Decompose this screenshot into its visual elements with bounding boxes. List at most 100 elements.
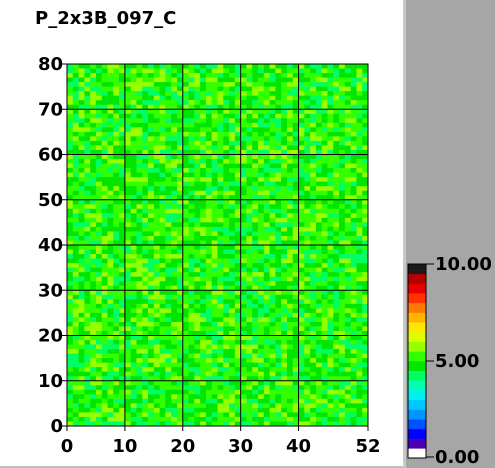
heatmap-cell — [188, 317, 195, 323]
heatmap-cell — [194, 421, 201, 427]
heatmap-cell — [130, 330, 137, 336]
heatmap-cell — [223, 353, 230, 359]
heatmap-cell — [78, 145, 85, 151]
heatmap-cell — [362, 149, 369, 155]
heatmap-cell — [223, 245, 230, 250]
heatmap-cell — [159, 245, 166, 250]
heatmap-cell — [67, 303, 74, 309]
heatmap-cell — [304, 294, 311, 300]
heatmap-cell — [176, 190, 184, 196]
heatmap-cell — [356, 385, 363, 391]
heatmap-cell — [246, 154, 253, 160]
heatmap-cell — [78, 380, 85, 386]
heatmap-cell — [90, 245, 97, 250]
heatmap-cell — [333, 91, 340, 97]
heatmap-cell — [356, 172, 363, 178]
heatmap-cell — [339, 217, 346, 223]
heatmap-cell — [124, 73, 132, 78]
heatmap-cell — [246, 326, 253, 332]
heatmap-cell — [229, 217, 236, 223]
heatmap-cell — [211, 163, 218, 169]
heatmap-cell — [362, 140, 369, 146]
heatmap-cell — [205, 86, 213, 92]
heatmap-cell — [142, 95, 149, 101]
heatmap-cell — [356, 86, 363, 92]
heatmap-cell — [211, 199, 218, 205]
heatmap-cell — [223, 258, 230, 264]
heatmap-cell — [339, 140, 346, 146]
heatmap-cell — [165, 231, 172, 237]
heatmap-cell — [281, 263, 288, 269]
heatmap-cell — [200, 159, 207, 164]
heatmap-cell — [194, 285, 201, 291]
heatmap-cell — [344, 159, 352, 164]
heatmap-cell — [269, 235, 276, 241]
heatmap-cell — [310, 326, 317, 332]
heatmap-cell — [356, 326, 363, 332]
heatmap-cell — [217, 330, 224, 336]
heatmap-cell — [194, 118, 201, 124]
heatmap-cell — [269, 145, 276, 151]
heatmap-cell — [200, 204, 207, 210]
heatmap-cell — [188, 186, 195, 192]
heatmap-cell — [304, 358, 311, 364]
heatmap-cell — [171, 204, 178, 210]
heatmap-cell — [304, 303, 311, 309]
heatmap-cell — [107, 303, 114, 309]
heatmap-cell — [84, 168, 91, 173]
heatmap-cell — [327, 249, 334, 255]
colorbar-segment — [408, 419, 426, 430]
heatmap-cell — [223, 199, 230, 205]
heatmap-cell — [176, 77, 184, 83]
heatmap-cell — [78, 77, 85, 83]
heatmap-cell — [281, 168, 288, 173]
heatmap-cell — [258, 122, 265, 128]
heatmap-cell — [240, 168, 247, 173]
heatmap-cell — [113, 199, 120, 205]
heatmap-cell — [223, 367, 230, 373]
heatmap-cell — [234, 181, 242, 187]
heatmap-cell — [200, 217, 207, 223]
heatmap-cell — [67, 267, 74, 273]
heatmap-cell — [246, 380, 253, 386]
heatmap-cell — [194, 131, 201, 137]
heatmap-cell — [252, 398, 259, 404]
heatmap-cell — [269, 163, 276, 169]
heatmap-cell — [107, 267, 114, 273]
heatmap-cell — [130, 385, 137, 391]
heatmap-cell — [124, 208, 132, 214]
heatmap-cell — [234, 195, 242, 201]
heatmap-cell — [275, 394, 282, 400]
heatmap-cell — [130, 258, 137, 264]
heatmap-cell — [315, 109, 323, 115]
heatmap-cell — [229, 172, 236, 178]
heatmap-cell — [90, 263, 97, 269]
heatmap-cell — [333, 416, 340, 422]
heatmap-cell — [72, 267, 79, 273]
heatmap-cell — [269, 245, 276, 250]
heatmap-cell — [90, 186, 97, 192]
heatmap-cell — [310, 122, 317, 128]
heatmap-cell — [281, 113, 288, 119]
heatmap-cell — [211, 235, 218, 241]
heatmap-cell — [304, 330, 311, 336]
heatmap-cell — [205, 113, 213, 119]
heatmap-cell — [258, 208, 265, 214]
heatmap-cell — [252, 64, 259, 69]
heatmap-cell — [362, 394, 369, 400]
heatmap-cell — [67, 299, 74, 305]
heatmap-cell — [321, 281, 328, 287]
heatmap-cell — [124, 204, 132, 210]
heatmap-cell — [321, 177, 328, 183]
heatmap-cell — [286, 122, 294, 128]
heatmap-cell — [310, 172, 317, 178]
heatmap-cell — [292, 358, 299, 364]
heatmap-cell — [286, 145, 294, 151]
heatmap-cell — [327, 294, 334, 300]
heatmap-cell — [333, 213, 340, 219]
heatmap-cell — [182, 321, 189, 327]
heatmap-cell — [95, 398, 103, 404]
heatmap-cell — [165, 190, 172, 196]
heatmap-cell — [72, 208, 79, 214]
heatmap-cell — [281, 222, 288, 228]
